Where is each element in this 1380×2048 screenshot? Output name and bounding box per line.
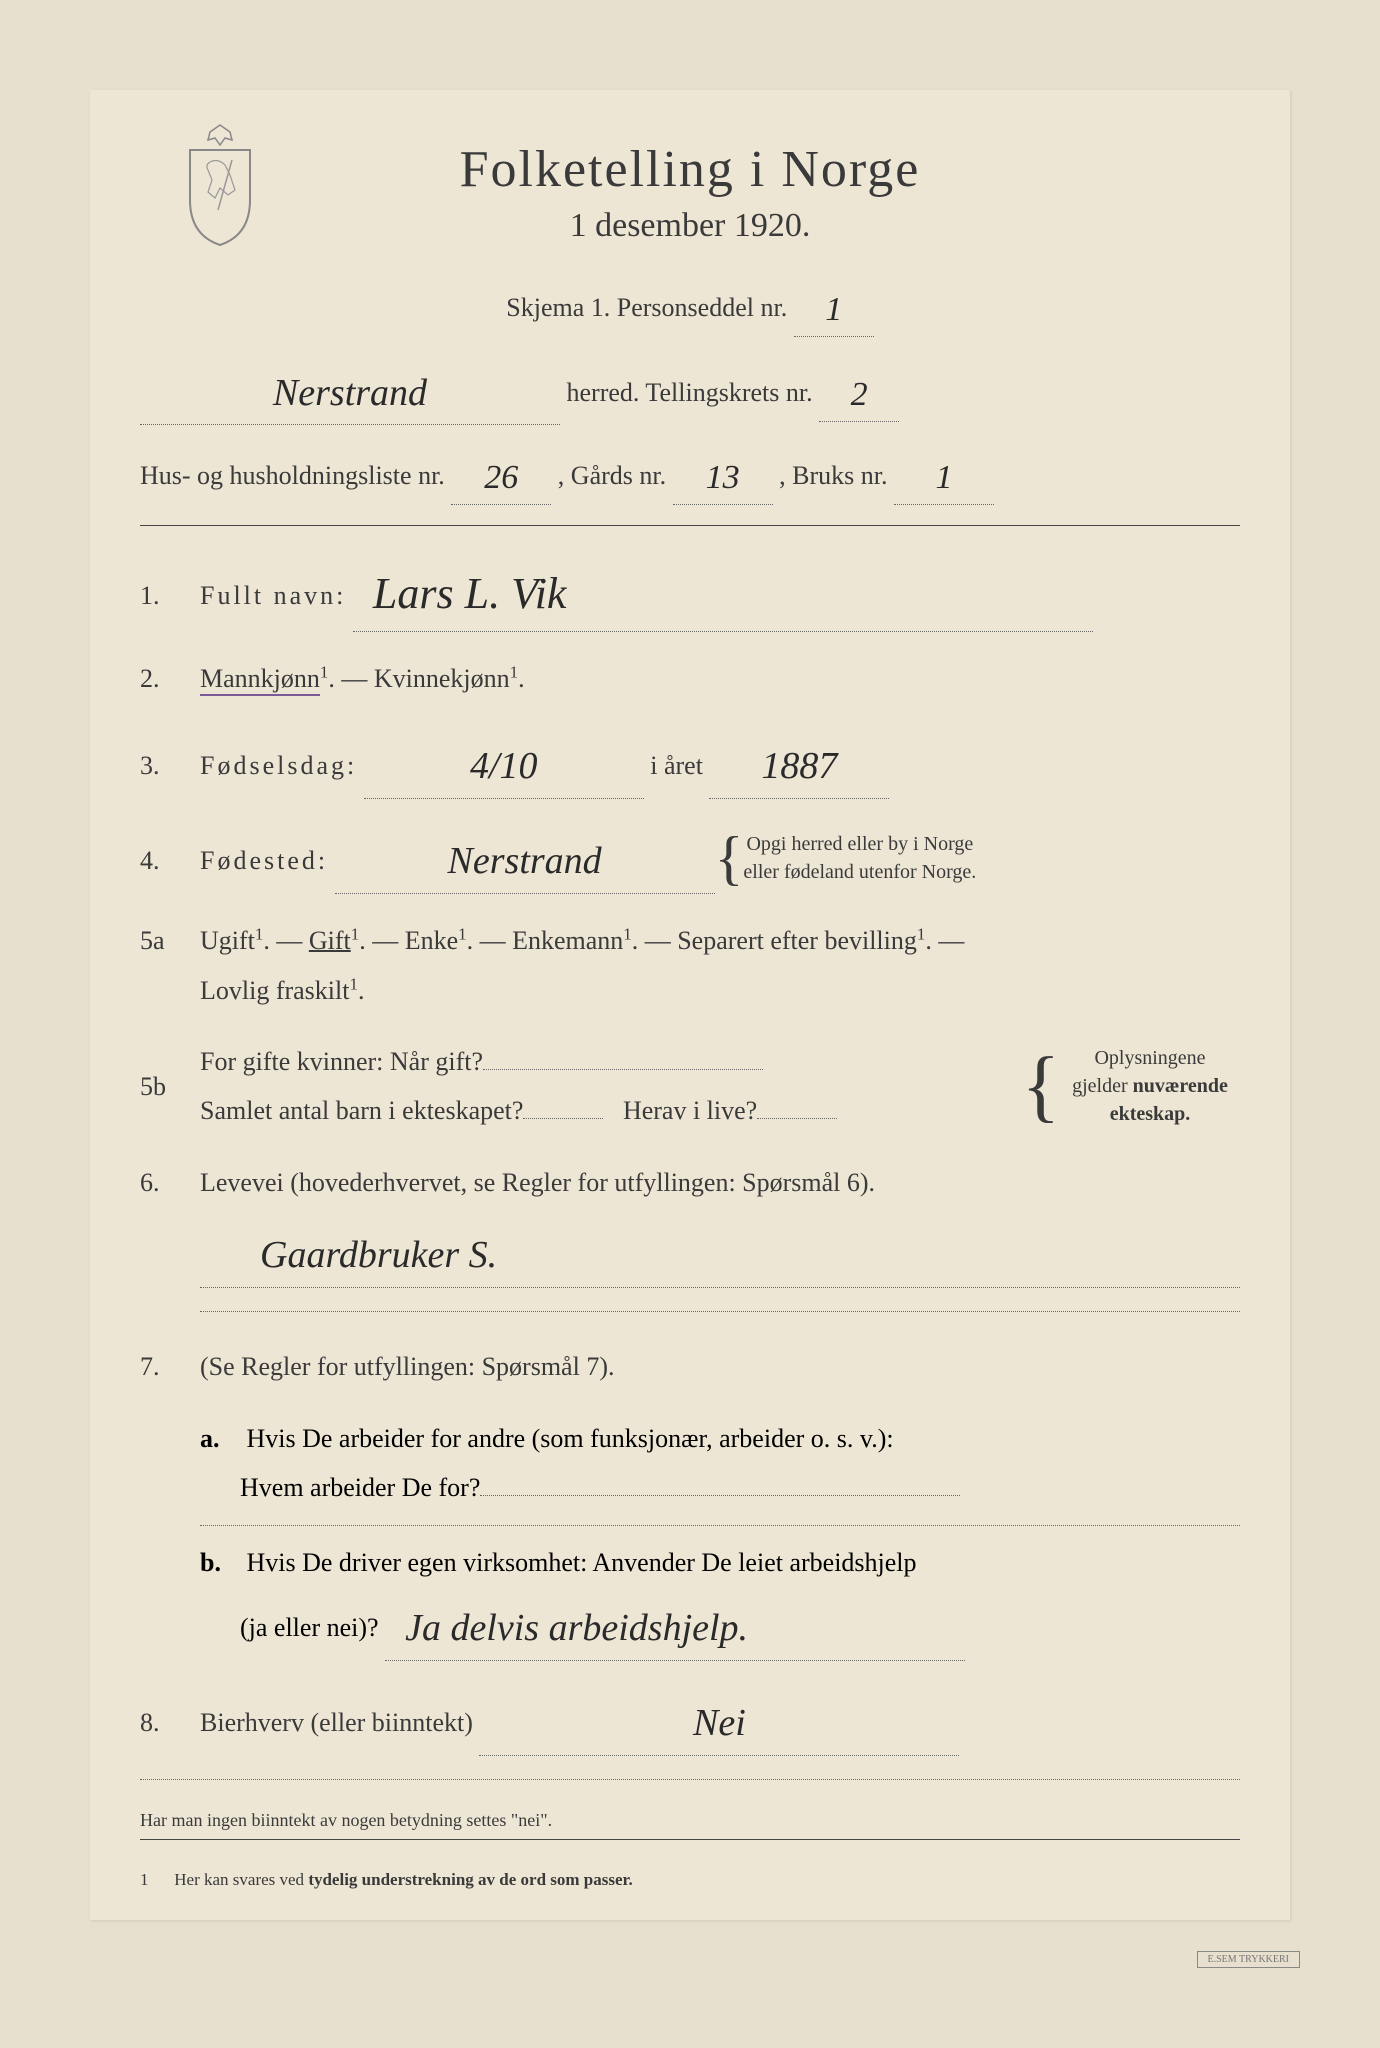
q8-num: 8.	[140, 1698, 200, 1747]
q2-row: 2. Mannkjønn1. — Kvinnekjønn1.	[140, 654, 1240, 703]
q7b-label: b.	[200, 1538, 240, 1587]
q5b-note2: gjelder nuværende	[1072, 1075, 1228, 1097]
q3-row: 3. Fødselsdag: 4/10 i året 1887	[140, 726, 1240, 799]
gards-nr: 13	[706, 459, 740, 496]
herred-value: Nerstrand	[273, 372, 427, 414]
q7a-row: a. Hvis De arbeider for andre (som funks…	[200, 1414, 1240, 1513]
q1-label: Fullt navn:	[200, 581, 346, 610]
q6-row: 6. Levevei (hovederhvervet, se Regler fo…	[140, 1158, 1240, 1289]
q2-num: 2.	[140, 654, 200, 703]
q5b-num: 5b	[140, 1062, 200, 1111]
q3-mid: i året	[650, 751, 703, 780]
q7b-row: b. Hvis De driver egen virksomhet: Anven…	[200, 1538, 1240, 1661]
q1-row: 1. Fullt navn: Lars L. Vik	[140, 548, 1240, 633]
q2-mid: . — Kvinnekjønn	[328, 664, 509, 693]
q3-day: 4/10	[470, 745, 538, 787]
q4-note1: Opgi herred eller by i Norge	[746, 833, 973, 855]
q3-label: Fødselsdag:	[200, 751, 357, 780]
q7b-value: Ja delvis arbeidshjelp.	[405, 1607, 748, 1649]
document-page: Folketelling i Norge 1 desember 1920. Sk…	[0, 0, 1380, 2048]
footnote-2: 1 Her kan svares ved tydelig understrekn…	[140, 1870, 1240, 1890]
q2-mannkjonn: Mannkjønn	[200, 664, 320, 696]
skjema-label: Skjema 1. Personseddel nr.	[506, 293, 787, 322]
q5b-line1a: For gifte kvinner: Når gift?	[200, 1047, 483, 1076]
q7-row: 7. (Se Regler for utfyllingen: Spørsmål …	[140, 1342, 1240, 1391]
q8-label: Bierhverv (eller biinntekt)	[200, 1708, 473, 1737]
q1-num: 1.	[140, 571, 200, 620]
q4-num: 4.	[140, 836, 200, 885]
q7a-line2	[200, 1524, 1240, 1526]
meta-herred-row: Nerstrand herred. Tellingskrets nr. 2	[140, 355, 1240, 424]
q3-year: 1887	[761, 745, 837, 787]
hushold-label: Hus- og husholdningsliste nr.	[140, 461, 445, 490]
brace-icon: {	[715, 834, 744, 882]
gards-label: , Gårds nr.	[558, 461, 666, 490]
bruks-label: , Bruks nr.	[779, 461, 887, 490]
q4-note: Opgi herred eller by i Norge eller fødel…	[743, 830, 976, 886]
brace-icon-2: {	[1022, 1054, 1060, 1118]
q8-row: 8. Bierhverv (eller biinntekt) Nei	[140, 1683, 1240, 1756]
q2-sup2: 1	[510, 663, 518, 682]
q7a-text2: Hvem arbeider De for?	[240, 1473, 480, 1502]
q3-num: 3.	[140, 741, 200, 790]
personseddel-nr: 1	[825, 291, 842, 328]
form-header: Folketelling i Norge 1 desember 1920.	[140, 130, 1240, 245]
q7a-text1: Hvis De arbeider for andre (som funksjon…	[247, 1424, 894, 1453]
footnote-rule	[140, 1839, 1240, 1840]
q5a-row: 5a Ugift1. — Gift1. — Enke1. — Enkemann1…	[140, 916, 1240, 1015]
bruks-nr: 1	[935, 459, 952, 496]
meta-hushold-row: Hus- og husholdningsliste nr. 26 , Gårds…	[140, 443, 1240, 505]
footnote-1: Har man ingen biinntekt av nogen betydni…	[140, 1810, 1240, 1831]
divider-1	[140, 525, 1240, 526]
meta-skjema-row: Skjema 1. Personseddel nr. 1	[140, 275, 1240, 337]
q7a-label: a.	[200, 1414, 240, 1463]
q6-label: Levevei (hovederhvervet, se Regler for u…	[200, 1168, 875, 1197]
q7b-text1: Hvis De driver egen virksomhet: Anvender…	[247, 1548, 917, 1577]
q5b-line2a: Samlet antal barn i ekteskapet?	[200, 1096, 523, 1125]
q4-label: Fødested:	[200, 846, 328, 875]
q4-value: Nerstrand	[448, 840, 602, 882]
form-title: Folketelling i Norge	[140, 130, 1240, 199]
q6-line2	[200, 1310, 1240, 1312]
form-subtitle: 1 desember 1920.	[140, 207, 1240, 245]
q5b-row: 5b For gifte kvinner: Når gift? Samlet a…	[140, 1037, 1240, 1136]
q8-value: Nei	[693, 1702, 746, 1744]
form-sheet: Folketelling i Norge 1 desember 1920. Sk…	[90, 90, 1290, 1920]
q5b-note1: Oplysningene	[1094, 1047, 1205, 1069]
q5b-line2b: Herav i live?	[623, 1096, 757, 1125]
q6-value: Gaardbruker S.	[260, 1234, 497, 1276]
q4-note2: eller fødeland utenfor Norge.	[743, 861, 976, 883]
q4-row: 4. Fødested: Nerstrand { Opgi herred ell…	[140, 821, 1240, 894]
tellingskrets-nr: 2	[851, 376, 868, 413]
q7-label: (Se Regler for utfyllingen: Spørsmål 7).	[200, 1342, 1240, 1391]
coat-of-arms-icon	[170, 120, 270, 250]
q7-num: 7.	[140, 1342, 200, 1391]
q6-num: 6.	[140, 1158, 200, 1207]
printer-stamp: E.SEM TRYKKERI	[1197, 1951, 1301, 1968]
q1-value: Lars L. Vik	[373, 569, 567, 618]
herred-label: herred. Tellingskrets nr.	[567, 378, 813, 407]
q5b-note: Oplysningene gjelder nuværende ekteskap.	[1060, 1044, 1240, 1128]
q2-end: .	[518, 664, 525, 693]
footnote2-num: 1	[140, 1870, 170, 1890]
q8-line2	[140, 1778, 1240, 1780]
q7b-text2: (ja eller nei)?	[240, 1613, 379, 1642]
q5b-note3: ekteskap.	[1110, 1103, 1191, 1125]
hushold-nr: 26	[484, 459, 518, 496]
q5a-num: 5a	[140, 916, 200, 965]
